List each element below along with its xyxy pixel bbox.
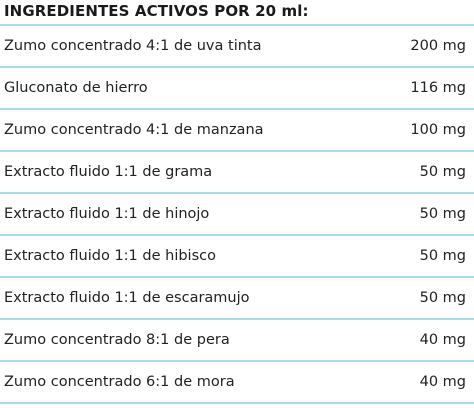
ingredient-row: Zumo concentrado 4:1 de manzana 100 mg (0, 110, 474, 152)
ingredient-amount: 40 mg (419, 332, 466, 348)
ingredient-name: Zumo concentrado 8:1 de pera (4, 332, 230, 348)
ingredient-amount: 50 mg (419, 206, 466, 222)
ingredient-name: Extracto fluido 1:1 de grama (4, 164, 213, 180)
ingredient-name: Extracto fluido 1:1 de escaramujo (4, 290, 250, 306)
ingredient-row: Extracto fluido 1:1 de escaramujo 50 mg (0, 278, 474, 320)
ingredient-amount: 100 mg (410, 122, 466, 138)
ingredient-amount: 40 mg (419, 374, 466, 390)
ingredient-row: Zumo concentrado 8:1 de pera 40 mg (0, 320, 474, 362)
ingredient-amount: 50 mg (419, 290, 466, 306)
ingredients-heading: INGREDIENTES ACTIVOS POR 20 ml: (0, 0, 474, 26)
ingredient-row: Extracto fluido 1:1 de grama 50 mg (0, 152, 474, 194)
ingredient-name: Zumo concentrado 4:1 de uva tinta (4, 38, 262, 54)
ingredient-row: Zumo concentrado 6:1 de mora 40 mg (0, 362, 474, 404)
ingredient-amount: 116 mg (410, 80, 466, 96)
ingredient-row: Extracto fluido 1:1 de hinojo 50 mg (0, 194, 474, 236)
ingredient-name: Zumo concentrado 4:1 de manzana (4, 122, 264, 138)
ingredient-name: Zumo concentrado 6:1 de mora (4, 374, 235, 390)
ingredients-table: Zumo concentrado 4:1 de uva tinta 200 mg G… (0, 26, 474, 404)
ingredient-name: Gluconato de hierro (4, 80, 148, 96)
ingredient-row: Extracto fluido 1:1 de hibisco 50 mg (0, 236, 474, 278)
ingredient-row: Zumo concentrado 4:1 de uva tinta 200 mg (0, 26, 474, 68)
ingredient-amount: 50 mg (419, 248, 466, 264)
ingredient-amount: 200 mg (410, 38, 466, 54)
ingredient-amount: 50 mg (419, 164, 466, 180)
ingredient-name: Extracto fluido 1:1 de hibisco (4, 248, 216, 264)
ingredient-row: Gluconato de hierro 116 mg (0, 68, 474, 110)
ingredient-name: Extracto fluido 1:1 de hinojo (4, 206, 210, 222)
